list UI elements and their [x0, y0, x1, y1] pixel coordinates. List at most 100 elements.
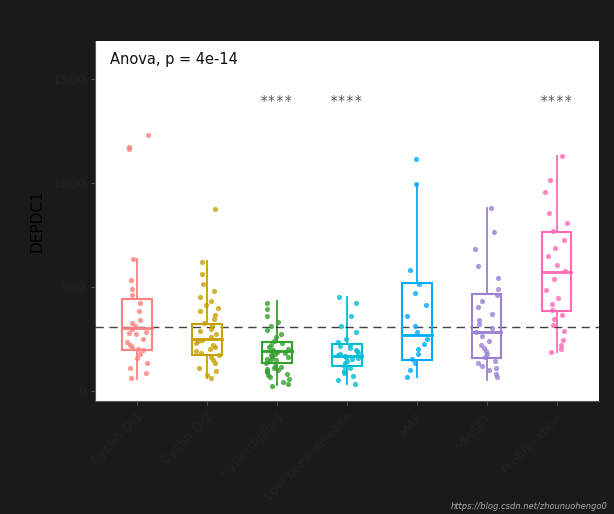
- Point: [492, 291, 502, 299]
- Point: [206, 297, 216, 305]
- Point: [282, 370, 292, 378]
- Point: [558, 310, 567, 319]
- Point: [411, 155, 421, 163]
- Point: [132, 354, 142, 362]
- Point: [540, 188, 550, 196]
- Point: [351, 299, 360, 307]
- Point: [475, 320, 484, 328]
- Point: [279, 378, 289, 387]
- Point: [477, 333, 487, 341]
- Point: [559, 235, 569, 244]
- Point: [276, 339, 286, 347]
- Point: [346, 344, 356, 352]
- Point: [141, 328, 151, 336]
- Point: [353, 354, 363, 362]
- Point: [262, 366, 272, 375]
- Point: [492, 373, 502, 381]
- Point: [341, 335, 351, 343]
- Point: [491, 357, 500, 365]
- Point: [333, 351, 343, 359]
- Point: [262, 355, 271, 363]
- Point: [333, 338, 343, 346]
- Point: [487, 324, 497, 332]
- Point: [266, 341, 276, 349]
- Point: [143, 131, 153, 139]
- Point: [549, 275, 559, 283]
- Point: [554, 294, 564, 302]
- Point: [214, 351, 223, 359]
- Point: [340, 359, 349, 368]
- Point: [471, 328, 481, 336]
- Point: [484, 365, 494, 374]
- Point: [413, 345, 423, 353]
- Point: [273, 365, 283, 374]
- Point: [198, 280, 208, 288]
- Point: [484, 337, 494, 345]
- Point: [410, 322, 420, 330]
- Point: [213, 304, 223, 313]
- Point: [546, 306, 556, 315]
- Point: [201, 301, 211, 309]
- Point: [206, 353, 216, 361]
- Point: [545, 176, 555, 185]
- Text: ****: ****: [330, 95, 363, 108]
- Point: [276, 331, 286, 339]
- Point: [196, 349, 206, 357]
- Point: [340, 352, 350, 360]
- Point: [207, 322, 217, 330]
- Point: [545, 209, 554, 217]
- Point: [270, 361, 280, 370]
- Point: [480, 353, 490, 361]
- Point: [270, 363, 279, 372]
- Point: [266, 347, 276, 355]
- Point: [473, 303, 483, 311]
- Y-axis label: DEPDC1: DEPDC1: [29, 190, 44, 252]
- Point: [336, 322, 346, 330]
- Point: [413, 350, 423, 358]
- Point: [273, 318, 282, 326]
- Point: [414, 280, 424, 288]
- Point: [283, 345, 293, 353]
- Point: [491, 363, 501, 372]
- Point: [549, 315, 559, 323]
- Point: [347, 355, 357, 363]
- Point: [262, 311, 271, 320]
- Point: [421, 301, 431, 309]
- Bar: [332, 344, 362, 365]
- Point: [124, 329, 134, 337]
- Point: [267, 382, 277, 391]
- Point: [211, 343, 220, 351]
- Point: [488, 309, 497, 318]
- Point: [193, 337, 203, 345]
- Point: [478, 361, 488, 370]
- Point: [135, 316, 145, 324]
- Point: [282, 353, 292, 361]
- Point: [126, 374, 136, 382]
- Point: [477, 297, 487, 305]
- Point: [206, 374, 216, 382]
- Bar: [122, 299, 152, 350]
- Point: [272, 348, 282, 356]
- Point: [262, 299, 272, 307]
- Point: [195, 293, 205, 301]
- Bar: [192, 324, 222, 355]
- Point: [271, 356, 281, 364]
- Point: [405, 266, 415, 274]
- Point: [126, 291, 136, 299]
- Point: [195, 307, 205, 316]
- Point: [410, 289, 420, 297]
- Point: [209, 287, 219, 295]
- Point: [195, 327, 205, 335]
- Point: [124, 145, 134, 153]
- Point: [127, 285, 137, 293]
- Point: [271, 334, 281, 342]
- Point: [558, 336, 568, 344]
- Point: [473, 262, 483, 270]
- Point: [265, 357, 274, 365]
- Point: [197, 270, 207, 278]
- Point: [339, 369, 349, 377]
- Point: [202, 371, 212, 379]
- Point: [191, 347, 201, 355]
- Point: [413, 328, 422, 336]
- Point: [547, 300, 557, 308]
